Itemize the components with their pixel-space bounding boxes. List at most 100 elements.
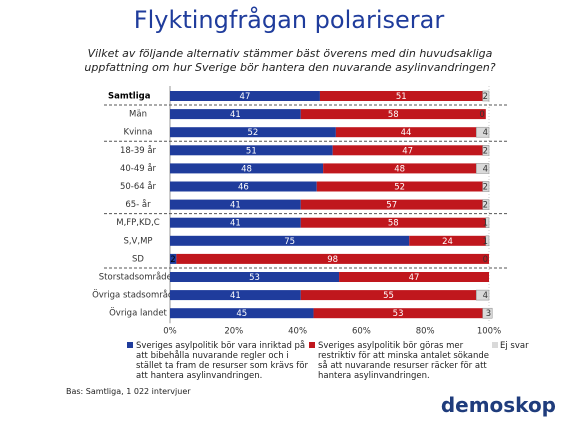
bar-segment [313, 308, 483, 319]
data-label: 53 [249, 273, 260, 283]
data-label: 48 [241, 164, 252, 174]
y-tick-label: M,FP,KD,C [116, 218, 160, 228]
bar-segment [335, 127, 477, 138]
x-tick-label: 80% [416, 327, 435, 337]
x-tick-label: 20% [224, 327, 243, 337]
data-label: 4 [483, 128, 488, 138]
footnote: Bas: Samtliga, 1 022 intervjuer [66, 387, 191, 396]
bar-segment [316, 181, 483, 192]
x-tick-label: 100% [477, 327, 501, 337]
data-label: 1 [483, 237, 488, 247]
data-label: 2 [483, 183, 488, 193]
bar-segment [170, 217, 301, 228]
data-label: 58 [388, 110, 399, 120]
data-label: 53 [393, 309, 404, 319]
bar-segment [300, 217, 486, 228]
bar-segment [482, 181, 490, 192]
bar-segment [170, 181, 317, 192]
bar-segment [300, 109, 486, 120]
legend-entry: Sveriges asylpolitik bör vara inriktad p… [136, 341, 308, 381]
data-label: 52 [394, 183, 405, 193]
data-label: 2 [170, 255, 175, 265]
legend-swatch [309, 342, 315, 348]
data-label: 2 [483, 146, 488, 156]
bar-segment [482, 145, 490, 156]
data-label: 75 [284, 237, 295, 247]
data-label: 55 [383, 291, 394, 301]
y-tick-label: 40-49 år [120, 163, 157, 174]
legend-entry: Sveriges asylpolitik bör göras mer restr… [318, 341, 489, 381]
data-label: 44 [401, 128, 412, 138]
data-label: 45 [236, 309, 247, 319]
data-label: 46 [238, 183, 249, 193]
y-tick-label: 18-39 år [120, 145, 157, 156]
bar-segment [475, 289, 490, 301]
chart-subtitle: Vilket av följande alternativ stämmer bä… [84, 47, 496, 74]
bar-segment [482, 307, 493, 319]
bar-segment [170, 253, 177, 264]
data-label: 41 [230, 291, 241, 301]
y-tick-label: Övriga stadsområden [92, 290, 184, 301]
bar-segment [170, 145, 333, 156]
data-label: 4 [483, 164, 488, 174]
data-label: 52 [248, 128, 259, 138]
data-label: 41 [230, 219, 241, 229]
y-tick-label: Samtliga [108, 92, 151, 102]
data-label: 57 [386, 201, 397, 211]
x-tick-label: 60% [352, 327, 371, 337]
data-label: 51 [396, 92, 407, 102]
bar-segment [300, 199, 483, 210]
y-tick-label: Storstadsområden [99, 272, 177, 283]
data-label: 3 [486, 309, 491, 319]
data-label: 47 [409, 273, 420, 283]
data-label: 1 [483, 219, 488, 229]
logo: demoskop [440, 393, 556, 417]
bar-segment [170, 127, 336, 138]
x-tick-label: 40% [288, 327, 307, 337]
bar-segment [482, 90, 490, 102]
bar-segment [323, 163, 477, 174]
bar-segment [170, 308, 314, 319]
data-label: 24 [442, 237, 453, 247]
bar-segment [170, 199, 301, 210]
data-label: 0 [479, 110, 484, 120]
bar-segment [170, 290, 301, 301]
legend-swatch [127, 342, 133, 348]
bar-segment [332, 145, 483, 156]
data-label: 58 [388, 219, 399, 229]
bar-segment [409, 235, 486, 246]
data-label: 0 [483, 255, 488, 265]
data-label: 2 [483, 92, 488, 102]
bar-segment [475, 126, 490, 138]
data-label: 47 [240, 92, 251, 102]
bar-segment [170, 235, 410, 246]
y-tick-label: 50-64 år [120, 181, 157, 192]
y-tick-label: S,V,MP [123, 236, 152, 246]
y-tick-label: Män [129, 110, 147, 120]
bar-segment [339, 272, 489, 282]
data-label: 48 [394, 164, 405, 174]
data-label: 2 [483, 201, 488, 211]
data-label: 98 [327, 255, 338, 265]
bar-segment [300, 290, 477, 301]
y-tick-label: Övriga landet [109, 308, 167, 319]
legend-entry: Ej svar [500, 341, 529, 351]
bar-segment [170, 163, 324, 174]
bar-segment [170, 272, 340, 282]
data-label: 41 [230, 110, 241, 120]
bar-segment [485, 217, 490, 228]
data-label: 41 [230, 201, 241, 211]
bar-segment [176, 253, 489, 264]
data-label: 47 [402, 146, 413, 156]
bar-segment [485, 235, 490, 247]
y-tick-label: Kvinna [124, 128, 153, 138]
data-label: 4 [483, 291, 488, 301]
y-tick-label: 65- år [125, 199, 151, 210]
y-tick-label: SD [132, 254, 144, 264]
bar-segment [170, 91, 320, 101]
bar-segment [170, 109, 301, 120]
legend-swatch [492, 342, 498, 348]
chart-title: Flyktingfrågan polariserar [133, 6, 445, 34]
